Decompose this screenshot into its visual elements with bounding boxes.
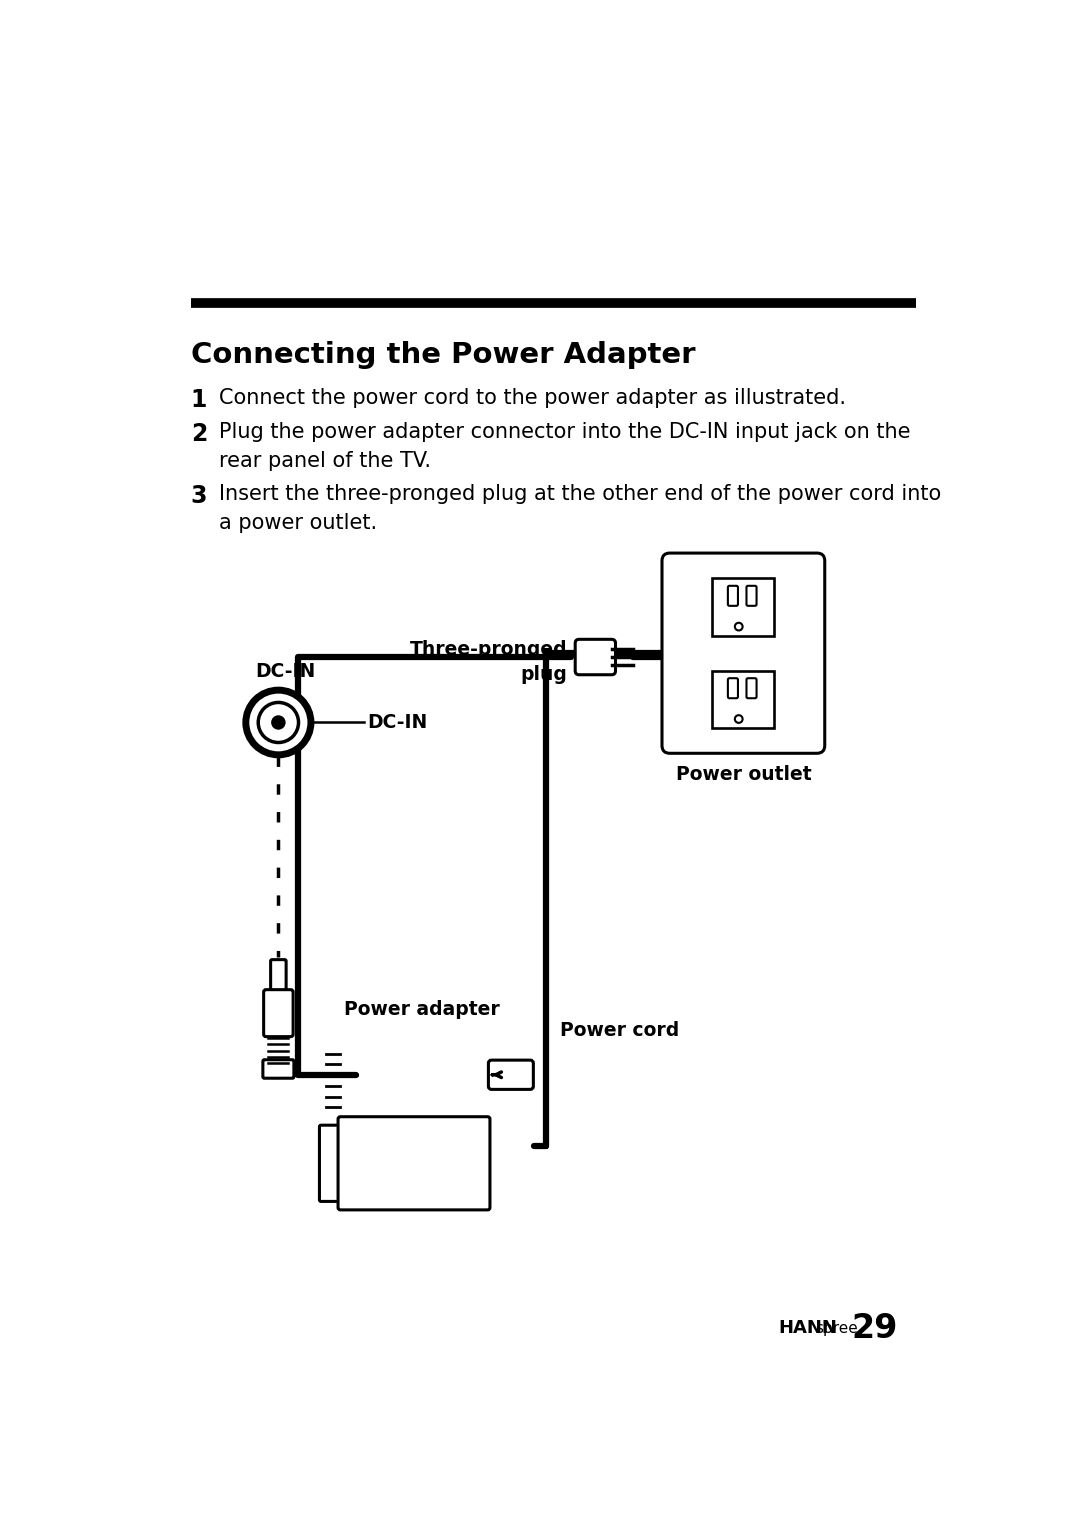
Text: DC-IN: DC-IN	[367, 713, 428, 732]
Text: HANN: HANN	[779, 1320, 837, 1338]
FancyBboxPatch shape	[338, 1116, 490, 1209]
FancyBboxPatch shape	[728, 586, 738, 605]
Text: spree: spree	[815, 1321, 859, 1336]
Text: 2: 2	[191, 422, 207, 446]
FancyBboxPatch shape	[746, 679, 757, 699]
Circle shape	[272, 716, 284, 729]
FancyBboxPatch shape	[262, 1060, 294, 1078]
Circle shape	[258, 702, 298, 743]
Text: DC-IN: DC-IN	[255, 662, 315, 680]
FancyBboxPatch shape	[488, 1060, 534, 1089]
FancyBboxPatch shape	[713, 578, 774, 636]
FancyBboxPatch shape	[713, 671, 774, 728]
Text: 1: 1	[191, 387, 207, 411]
Text: a power outlet.: a power outlet.	[218, 514, 377, 534]
Text: Connect the power cord to the power adapter as illustrated.: Connect the power cord to the power adap…	[218, 387, 846, 408]
Text: Insert the three-pronged plug at the other end of the power cord into: Insert the three-pronged plug at the oth…	[218, 483, 941, 503]
FancyBboxPatch shape	[271, 960, 286, 994]
Text: Plug the power adapter connector into the DC-IN input jack on the: Plug the power adapter connector into th…	[218, 422, 910, 442]
FancyBboxPatch shape	[728, 679, 738, 699]
Text: Connecting the Power Adapter: Connecting the Power Adapter	[191, 341, 696, 370]
Text: Power cord: Power cord	[559, 1021, 679, 1040]
FancyBboxPatch shape	[746, 586, 757, 605]
FancyBboxPatch shape	[264, 989, 293, 1037]
Circle shape	[734, 622, 743, 630]
FancyBboxPatch shape	[320, 1125, 342, 1202]
FancyBboxPatch shape	[662, 553, 825, 754]
Circle shape	[246, 690, 311, 755]
Circle shape	[734, 716, 743, 723]
Text: Power adapter: Power adapter	[343, 1000, 500, 1018]
Text: Three-pronged
plug: Three-pronged plug	[409, 641, 567, 683]
Text: 29: 29	[851, 1312, 897, 1346]
FancyBboxPatch shape	[576, 639, 616, 674]
Text: 3: 3	[191, 483, 207, 508]
Text: Power outlet: Power outlet	[676, 764, 811, 784]
Text: rear panel of the TV.: rear panel of the TV.	[218, 451, 431, 471]
